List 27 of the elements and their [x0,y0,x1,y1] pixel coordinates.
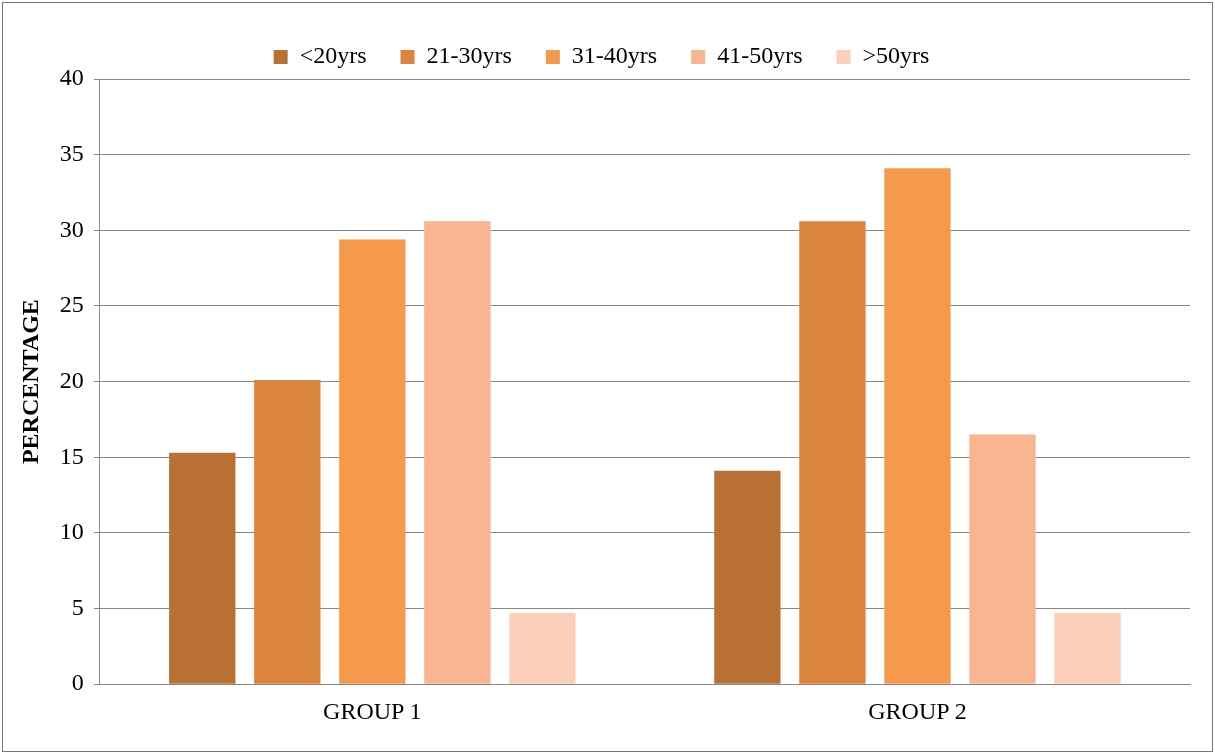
bar [424,221,491,684]
legend-label: 31-40yrs [571,42,658,69]
legend-label: 21-30yrs [426,42,512,69]
legend-label: <20yrs [299,42,367,69]
x-tick-label: GROUP 1 [323,697,422,724]
legend-label: 41-50yrs [717,42,803,69]
y-tick-label: 40 [59,64,84,91]
y-tick-label: 10 [59,518,84,545]
bar [1054,613,1121,684]
bar [509,613,576,684]
y-tick-label: 30 [59,215,84,242]
y-tick-label: 20 [59,366,84,393]
x-tick-label: GROUP 2 [868,697,967,724]
y-tick-label: 25 [59,291,84,318]
bar [254,380,321,684]
bar [714,470,781,684]
y-tick-label: 15 [59,442,84,469]
legend-label: >50yrs [862,42,930,69]
bar [884,168,951,684]
y-axis-title: PERCENTAGE [16,299,43,465]
y-tick-label: 5 [71,593,84,620]
bar [169,452,236,684]
y-tick-label: 35 [59,139,84,166]
bar [339,239,406,684]
y-tick-label: 0 [71,669,84,696]
bar [799,221,866,684]
bar [969,434,1036,684]
